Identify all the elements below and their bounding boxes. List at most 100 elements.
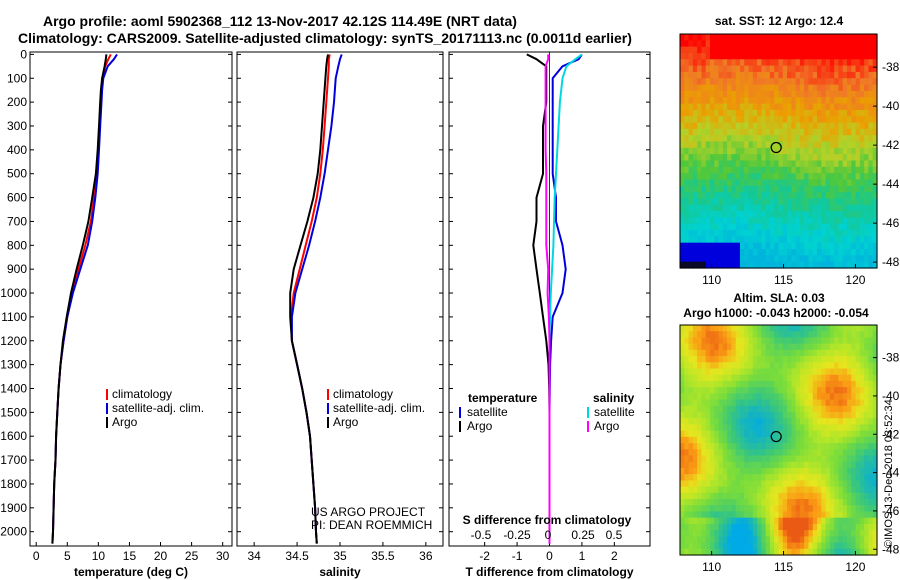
map-cell: [795, 198, 801, 206]
map-cell: [697, 337, 703, 345]
map-cell: [765, 97, 771, 105]
map-cell: [851, 517, 857, 525]
map-cell: [791, 374, 797, 382]
map-cell: [688, 34, 694, 41]
map-cell: [799, 160, 805, 168]
map-cell: [748, 135, 754, 143]
map-cell: [748, 387, 754, 394]
map-cell: [727, 34, 732, 41]
map-cell: [812, 424, 818, 432]
map-cell: [718, 412, 724, 419]
map-cell: [714, 179, 720, 187]
map-cell: [872, 418, 878, 426]
map-cell: [795, 261, 801, 269]
map-cell: [727, 474, 732, 482]
map-cell: [782, 356, 788, 363]
map-cell: [722, 34, 728, 41]
map-cell: [722, 122, 728, 130]
map-cell: [701, 261, 707, 269]
map-cell: [855, 46, 861, 54]
map-cell: [761, 536, 767, 544]
map-cell: [769, 59, 775, 67]
map-cell: [821, 230, 827, 237]
map-cell: [705, 455, 711, 463]
map-cell: [731, 204, 737, 212]
map-cell: [859, 523, 865, 531]
map-cell: [705, 211, 711, 218]
map-cell: [868, 405, 874, 413]
map-cell: [701, 46, 707, 54]
map-cell: [765, 486, 771, 494]
map-cell: [795, 499, 801, 506]
map-cell: [812, 455, 818, 463]
map-cell: [808, 223, 814, 231]
map-cell: [829, 505, 835, 513]
map-cell: [812, 548, 818, 556]
map-cell: [799, 52, 805, 60]
map-cell: [821, 135, 827, 143]
map-cell: [718, 343, 724, 351]
map-cell: [757, 362, 762, 370]
map-cell: [705, 374, 711, 382]
map-cell: [812, 368, 818, 376]
map-cell: [791, 455, 797, 463]
map-cell: [817, 499, 822, 506]
map-cell: [718, 418, 724, 426]
secondary-tick-label: -0.5: [471, 528, 492, 542]
map-cell: [761, 362, 767, 370]
map-cell: [680, 46, 685, 54]
map-cell: [859, 204, 865, 212]
map-cell: [799, 362, 805, 370]
map-cell: [680, 474, 685, 482]
map-cell: [829, 135, 835, 143]
map-cell: [761, 230, 767, 237]
map-cell: [748, 223, 754, 231]
legend-title: salinity: [593, 391, 635, 405]
map-cell: [834, 480, 840, 488]
map-cell: [757, 368, 762, 376]
map-cell: [812, 230, 818, 237]
map-cell: [864, 474, 870, 482]
map-cell: [765, 387, 771, 394]
map-cell: [722, 217, 728, 225]
map-cell: [680, 147, 685, 155]
map-cell: [731, 40, 737, 48]
map-cell: [864, 455, 870, 463]
map-cell: [825, 536, 831, 544]
map-cell: [697, 78, 703, 86]
map-cell: [817, 249, 822, 256]
map-cell: [769, 84, 775, 92]
map-cell: [864, 65, 870, 73]
map-cell: [705, 185, 711, 193]
map-cell: [791, 78, 797, 86]
series-line-climatology: [51, 53, 112, 544]
map-cell: [752, 480, 758, 488]
map-cell: [774, 418, 780, 426]
map-cell: [787, 78, 792, 86]
map-cell: [680, 103, 685, 111]
map-cell: [765, 46, 771, 54]
map-cell: [817, 331, 822, 339]
map-cell: [684, 523, 690, 531]
map-cell: [842, 343, 848, 351]
map-cell: [680, 337, 685, 345]
map-cell: [744, 548, 750, 556]
map-cell: [718, 474, 724, 482]
map-y-tick-label: -42: [882, 138, 900, 152]
map-cell: [808, 325, 814, 332]
map-cell: [791, 424, 797, 432]
map-cell: [782, 368, 788, 376]
map-cell: [765, 523, 771, 531]
map-cell: [757, 46, 762, 54]
map-cell: [680, 65, 685, 73]
map-cell: [847, 46, 852, 54]
map-cell: [774, 467, 780, 475]
map-cell: [872, 84, 878, 92]
map-cell: [821, 166, 827, 174]
map-cell: [735, 368, 741, 376]
map-cell: [799, 461, 805, 469]
map-cell: [847, 71, 852, 79]
map-cell: [847, 141, 852, 149]
map-cell: [872, 399, 878, 407]
